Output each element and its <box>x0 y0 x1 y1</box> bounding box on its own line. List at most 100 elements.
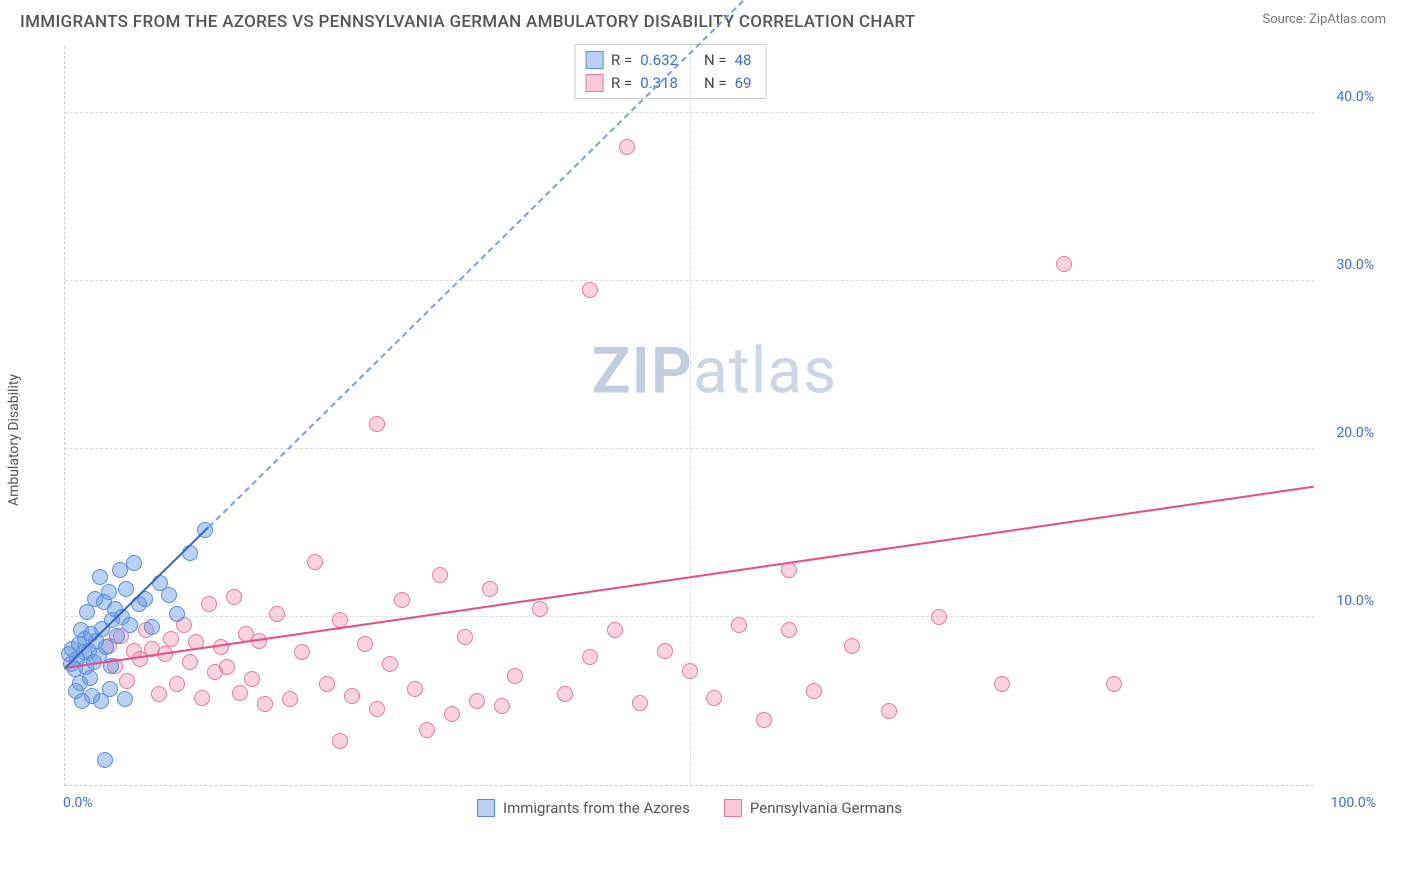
n-value: 69 <box>735 72 752 95</box>
scatter-point <box>97 752 113 768</box>
scatter-point <box>994 676 1010 692</box>
n-label: N = <box>704 49 727 72</box>
n-label: N = <box>704 72 727 95</box>
scatter-point <box>294 644 310 660</box>
source-label: Source: <box>1262 12 1309 27</box>
y-tick-label: 40.0% <box>1322 89 1374 105</box>
scatter-point <box>632 695 648 711</box>
scatter-point <box>731 617 747 633</box>
y-tick-label: 30.0% <box>1322 257 1374 273</box>
scatter-point <box>432 567 448 583</box>
scatter-point <box>532 601 548 617</box>
chart-area: Ambulatory Disability ZIPatlas R = 0.632… <box>50 40 1386 840</box>
watermark: ZIPatlas <box>592 334 837 409</box>
scatter-point <box>469 693 485 709</box>
scatter-point <box>194 690 210 706</box>
legend-item-pagerman: Pennsylvania Germans <box>724 799 902 817</box>
scatter-point <box>619 139 635 155</box>
legend-swatch-pink <box>724 799 742 817</box>
scatter-point <box>507 668 523 684</box>
scatter-point <box>169 676 185 692</box>
legend-row-blue: R = 0.632 N = 48 <box>585 49 751 72</box>
scatter-point <box>419 722 435 738</box>
scatter-point <box>182 654 198 670</box>
scatter-point <box>407 681 423 697</box>
chart-title: IMMIGRANTS FROM THE AZORES VS PENNSYLVAN… <box>20 12 916 32</box>
scatter-point <box>607 622 623 638</box>
scatter-point <box>244 671 260 687</box>
scatter-point <box>117 691 133 707</box>
scatter-point <box>118 581 134 597</box>
chart-header: IMMIGRANTS FROM THE AZORES VS PENNSYLVAN… <box>0 0 1406 40</box>
scatter-point <box>756 712 772 728</box>
plot-region: ZIPatlas R = 0.632 N = 48 R = 0.318 N = … <box>64 46 1314 786</box>
scatter-point <box>257 696 273 712</box>
scatter-point <box>1106 676 1122 692</box>
scatter-point <box>161 587 177 603</box>
y-axis-label: Ambulatory Disability <box>6 374 22 506</box>
scatter-point <box>119 673 135 689</box>
watermark-atlas: atlas <box>693 334 837 409</box>
watermark-zip: ZIP <box>592 334 693 409</box>
x-tick-min: 0.0% <box>63 795 93 811</box>
x-tick-max: 100.0% <box>1331 795 1376 811</box>
scatter-point <box>444 706 460 722</box>
scatter-point <box>219 659 235 675</box>
scatter-point <box>657 643 673 659</box>
scatter-point <box>232 685 248 701</box>
scatter-point <box>394 592 410 608</box>
scatter-point <box>126 555 142 571</box>
scatter-point <box>319 676 335 692</box>
scatter-point <box>494 698 510 714</box>
scatter-point <box>269 606 285 622</box>
scatter-point <box>226 589 242 605</box>
legend-swatch-blue <box>585 51 603 69</box>
scatter-point <box>282 691 298 707</box>
scatter-point <box>151 686 167 702</box>
scatter-point <box>931 609 947 625</box>
legend-series: Immigrants from the Azores Pennsylvania … <box>65 799 1314 817</box>
y-tick-label: 20.0% <box>1322 425 1374 441</box>
scatter-point <box>332 733 348 749</box>
scatter-point <box>557 686 573 702</box>
scatter-point <box>1056 256 1072 272</box>
scatter-point <box>457 629 473 645</box>
scatter-point <box>482 581 498 597</box>
scatter-point <box>82 670 98 686</box>
scatter-point <box>806 683 822 699</box>
n-value: 48 <box>735 49 752 72</box>
scatter-point <box>582 649 598 665</box>
scatter-point <box>582 282 598 298</box>
r-label: R = <box>611 49 632 72</box>
scatter-point <box>122 617 138 633</box>
y-tick-label: 10.0% <box>1322 593 1374 609</box>
scatter-point <box>102 681 118 697</box>
scatter-point <box>844 638 860 654</box>
scatter-point <box>213 639 229 655</box>
scatter-point <box>369 701 385 717</box>
scatter-point <box>92 569 108 585</box>
legend-swatch-pink <box>585 74 603 92</box>
scatter-point <box>706 690 722 706</box>
scatter-point <box>382 656 398 672</box>
scatter-point <box>682 663 698 679</box>
scatter-point <box>307 554 323 570</box>
source-link[interactable]: ZipAtlas.com <box>1309 12 1386 27</box>
scatter-point <box>344 688 360 704</box>
legend-swatch-blue <box>477 799 495 817</box>
scatter-point <box>101 584 117 600</box>
scatter-point <box>369 416 385 432</box>
scatter-point <box>781 622 797 638</box>
scatter-point <box>144 619 160 635</box>
scatter-point <box>74 693 90 709</box>
legend-label: Pennsylvania Germans <box>750 799 902 817</box>
source-attribution: Source: ZipAtlas.com <box>1262 12 1386 27</box>
r-label: R = <box>611 72 632 95</box>
scatter-point <box>201 596 217 612</box>
scatter-point <box>357 636 373 652</box>
scatter-point <box>881 703 897 719</box>
scatter-point <box>169 606 185 622</box>
legend-item-azores: Immigrants from the Azores <box>477 799 690 817</box>
legend-label: Immigrants from the Azores <box>503 799 690 817</box>
scatter-point <box>163 631 179 647</box>
